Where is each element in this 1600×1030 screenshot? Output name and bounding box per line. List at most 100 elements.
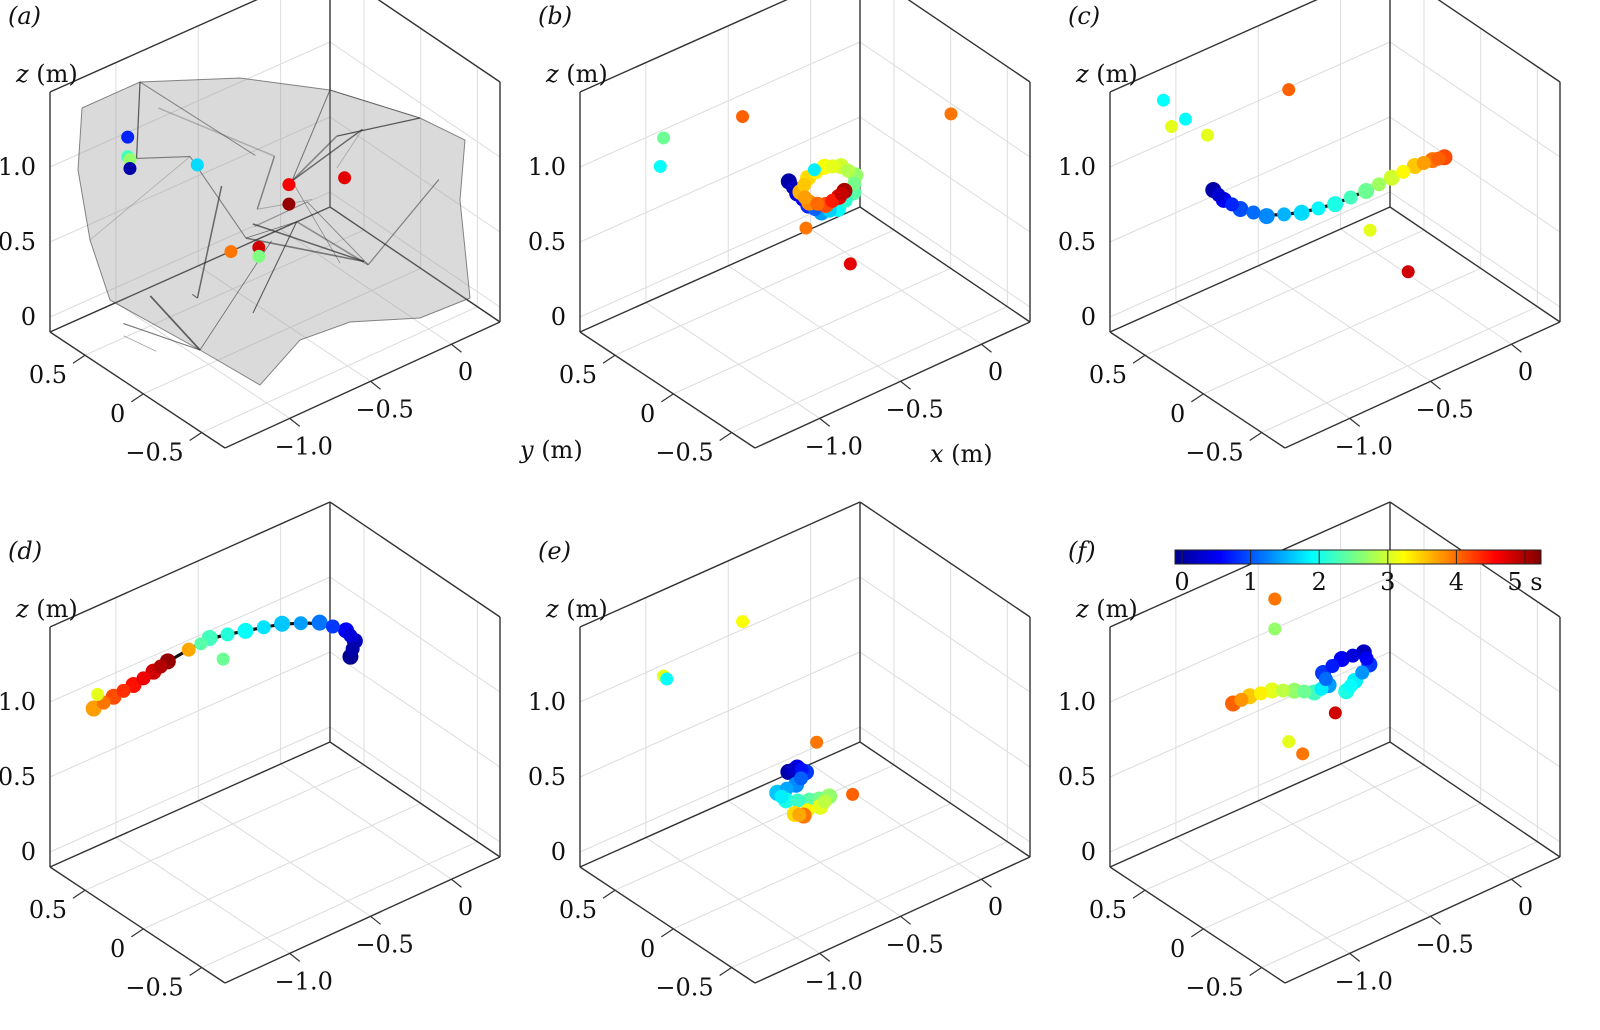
floor-gridline: [1261, 841, 1538, 968]
trajectory: [1225, 644, 1378, 712]
trajectory-point: [274, 615, 291, 632]
y-tick-mark: [719, 967, 732, 977]
panel-box: [579, 501, 1031, 984]
z-tick-label: 0.5: [0, 228, 36, 256]
y-tick-label: −0.5: [1185, 974, 1243, 1002]
trajectory-point: [1264, 682, 1281, 699]
box-edge: [754, 321, 1031, 449]
trajectory-point: [774, 789, 789, 804]
data-point: [252, 249, 266, 263]
floor-gridline: [201, 841, 478, 968]
floor-gridline: [673, 267, 951, 395]
x-tick-label: −1.0: [1335, 967, 1393, 995]
box-edge: [224, 321, 501, 449]
z-tick-label: 0.5: [1058, 228, 1096, 256]
floor-gridline: [727, 800, 901, 917]
trajectory-point: [293, 616, 308, 631]
data-point: [224, 245, 238, 259]
wall-gridline: [1389, 191, 1561, 308]
box-edge: [1437, 0, 1561, 83]
box-edge: [579, 0, 788, 93]
floor-gridline: [197, 800, 371, 917]
y-axis-label: y (m): [519, 436, 583, 464]
trajectory-point: [810, 196, 825, 211]
floor-gridline: [810, 228, 982, 345]
wall-gridline: [1389, 651, 1561, 768]
trajectory-point: [1277, 207, 1292, 222]
trajectory-point: [345, 641, 360, 656]
y-tick-label: 0: [1170, 935, 1185, 963]
trajectory-point: [1383, 169, 1400, 186]
hull-edge: [296, 220, 369, 266]
x-tick-mark: [819, 417, 831, 427]
panel-grid: [1109, 0, 1561, 433]
colorbar-tick-label: 0: [1174, 568, 1189, 596]
floor-gridline: [727, 265, 901, 382]
trajectory-point: [237, 622, 254, 639]
trajectory-point: [1276, 683, 1291, 698]
wall-gridline: [49, 576, 331, 703]
data-point: [91, 687, 105, 701]
box-edge: [1389, 206, 1561, 323]
panel-grid: [49, 524, 501, 968]
y-tick-label: −0.5: [125, 439, 183, 467]
hull-edge: [367, 179, 440, 266]
data-point: [1178, 112, 1192, 126]
box-edge: [1109, 0, 1318, 93]
wall-gridline: [1389, 116, 1561, 233]
wall-gridline: [49, 41, 331, 168]
x-tick-label: −1.0: [275, 967, 333, 995]
trajectory-point: [1327, 196, 1344, 213]
box-edge: [579, 206, 861, 333]
y-tick-label: 0: [110, 935, 125, 963]
x-tick-mark: [451, 343, 462, 353]
panel-label: (d): [8, 537, 42, 565]
data-point: [1282, 735, 1296, 749]
x-tick-label: −1.0: [275, 432, 333, 460]
z-axis-label: z (m): [545, 60, 608, 88]
hull-edge: [252, 223, 365, 263]
box-edge: [49, 0, 258, 93]
data-point: [121, 130, 135, 144]
x-tick-mark: [370, 380, 381, 390]
panels: 1.00.500.50−0.5 −1.0−0.50z (m)(a)1.00.500…: [0, 0, 1561, 1002]
y-tick-mark: [602, 889, 616, 899]
x-tick-mark: [370, 915, 381, 925]
data-point: [1268, 592, 1282, 606]
hull-edge: [245, 237, 365, 263]
y-tick-label: 0.5: [29, 361, 67, 389]
hull-edge: [291, 89, 331, 182]
colorbar-tick-label: 5 s: [1507, 568, 1542, 596]
trajectory-point: [1431, 151, 1446, 166]
trajectory-point: [1345, 648, 1360, 663]
floor-gridline: [1257, 800, 1431, 917]
floor-gridline: [201, 306, 478, 433]
x-tick-label: −0.5: [885, 930, 943, 958]
x-tick-label: 0: [988, 358, 1003, 386]
trajectory-point: [1293, 204, 1310, 221]
trajectory-point: [790, 793, 805, 808]
scatter-points: [1156, 83, 1415, 279]
trajectory-point: [256, 620, 271, 635]
trajectory-point: [136, 671, 151, 686]
y-tick-mark: [661, 393, 674, 403]
trajectory-point: [1318, 672, 1333, 687]
x-tick-mark: [1511, 343, 1522, 353]
panel-label: (a): [8, 2, 41, 30]
x-tick-label: −0.5: [355, 395, 413, 423]
data-point: [338, 171, 352, 185]
data-point: [1282, 83, 1296, 97]
hull-edge: [123, 335, 157, 352]
floor-gridline: [614, 229, 895, 356]
x-tick-mark: [1511, 878, 1522, 888]
colorbar-ticks: 0 1 2 3 4 5 s: [1174, 550, 1543, 596]
data-point: [653, 159, 667, 173]
floor-gridline: [197, 265, 371, 382]
floor-gridline: [143, 267, 421, 395]
box-edge: [1389, 741, 1561, 858]
box-edge: [49, 866, 226, 984]
z-tick-label: 1.0: [528, 153, 566, 181]
data-point: [1296, 747, 1310, 761]
y-tick-mark: [189, 432, 202, 442]
hull-edge: [306, 201, 369, 266]
